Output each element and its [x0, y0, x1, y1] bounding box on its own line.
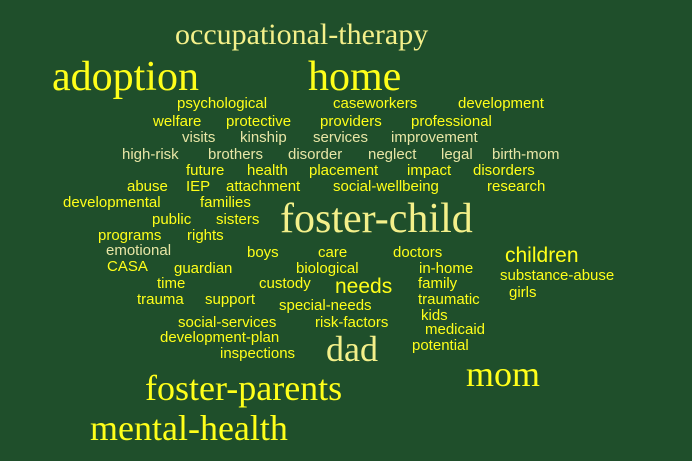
cloud-word: traumatic	[418, 291, 480, 308]
cloud-word: occupational-therapy	[175, 18, 429, 51]
cloud-word: brothers	[208, 146, 264, 163]
cloud-word: abuse	[127, 178, 168, 195]
cloud-word: impact	[407, 162, 452, 179]
cloud-word: research	[487, 178, 546, 195]
cloud-word: neglect	[368, 146, 417, 163]
cloud-word: potential	[412, 337, 469, 354]
cloud-word: IEP	[186, 178, 211, 195]
cloud-word: disorder	[288, 146, 343, 163]
cloud-word: psychological	[177, 95, 268, 112]
cloud-word: providers	[320, 113, 382, 130]
cloud-word: needs	[335, 275, 393, 298]
cloud-word: sisters	[216, 211, 260, 228]
cloud-word: public	[152, 211, 192, 228]
cloud-word: programs	[98, 227, 162, 244]
cloud-word: substance-abuse	[500, 267, 615, 284]
cloud-word: foster-parents	[145, 368, 343, 408]
cloud-word: professional	[411, 113, 492, 130]
cloud-word: inspections	[220, 345, 296, 362]
cloud-word: children	[505, 244, 579, 267]
cloud-word: placement	[309, 162, 379, 179]
cloud-word: girls	[509, 284, 537, 301]
cloud-word: emotional	[106, 242, 172, 259]
cloud-word: disorders	[473, 162, 535, 179]
cloud-word: future	[186, 162, 225, 179]
cloud-word: high-risk	[122, 146, 179, 163]
cloud-word: improvement	[391, 129, 478, 146]
cloud-word: kids	[421, 307, 448, 324]
cloud-word: custody	[259, 275, 311, 292]
cloud-word: services	[313, 129, 369, 146]
cloud-word: mom	[466, 354, 541, 394]
cloud-word: caseworkers	[333, 95, 418, 112]
cloud-word: biological	[296, 260, 359, 277]
cloud-word: CASA	[107, 258, 148, 275]
cloud-word: social-services	[178, 314, 277, 331]
cloud-word: dad	[326, 329, 378, 369]
cloud-word: mental-health	[90, 408, 288, 448]
cloud-word: special-needs	[279, 297, 372, 314]
cloud-word: doctors	[393, 244, 443, 261]
cloud-word: birth-mom	[492, 146, 560, 163]
cloud-word: rights	[187, 227, 224, 244]
cloud-word: family	[418, 275, 458, 292]
cloud-word: medicaid	[425, 321, 486, 338]
cloud-word: home	[308, 54, 402, 100]
cloud-word: developmental	[63, 194, 161, 211]
cloud-word: foster-child	[280, 196, 473, 242]
cloud-word: adoption	[52, 54, 199, 100]
cloud-word: time	[157, 275, 186, 292]
cloud-word: attachment	[226, 178, 301, 195]
cloud-word: kinship	[240, 129, 287, 146]
cloud-word: protective	[226, 113, 292, 130]
cloud-word: development-plan	[160, 329, 280, 346]
cloud-word: welfare	[153, 113, 202, 130]
cloud-word: boys	[247, 244, 279, 261]
cloud-word: risk-factors	[315, 314, 389, 331]
cloud-word: in-home	[419, 260, 474, 277]
cloud-word: social-wellbeing	[333, 178, 439, 195]
cloud-word: support	[205, 291, 256, 308]
cloud-word: trauma	[137, 291, 184, 308]
cloud-word: care	[318, 244, 348, 261]
cloud-word: guardian	[174, 260, 233, 277]
cloud-word: families	[200, 194, 251, 211]
cloud-word: legal	[441, 146, 473, 163]
cloud-word: visits	[182, 129, 216, 146]
cloud-word: health	[247, 162, 288, 179]
cloud-word: development	[458, 95, 544, 112]
